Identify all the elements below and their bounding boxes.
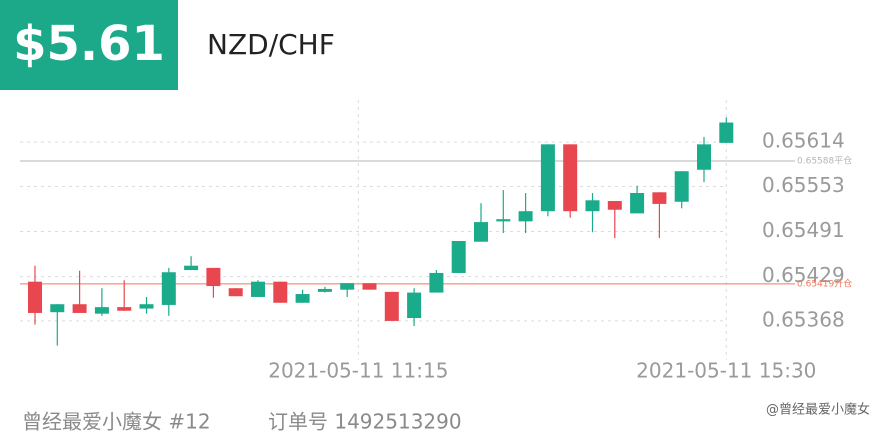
y-tick-label: 0.65368 <box>762 307 845 331</box>
candle-body <box>518 211 533 222</box>
reference-label: 0.65588平仓 <box>797 155 852 167</box>
candle-body <box>161 272 176 305</box>
reference-label: 0.65419开仓 <box>797 277 852 289</box>
watermark: @曾经最爱小魔女 <box>766 402 870 418</box>
order-number: 订单号 1492513290 <box>268 410 462 434</box>
candle-body <box>94 307 109 314</box>
candle-body <box>496 219 511 222</box>
candle-body <box>340 283 355 290</box>
pair: NZD/CHF <box>207 28 335 61</box>
candle-body <box>362 283 377 290</box>
candle-body <box>117 307 132 311</box>
candle-body <box>184 265 199 271</box>
candle-body <box>630 193 645 214</box>
candle-body <box>407 292 422 319</box>
x-tick-label: 2021-05-11 11:15 <box>268 359 448 383</box>
candle-body <box>228 288 243 297</box>
candle-body <box>384 291 399 321</box>
candle-body <box>429 272 444 293</box>
x-tick-label: 2021-05-11 15:30 <box>636 359 816 383</box>
y-tick-label: 0.65553 <box>762 173 845 197</box>
candle-body <box>139 304 154 309</box>
candle-body <box>652 192 667 204</box>
user: 曾经最爱小魔女 #12 <box>22 410 211 434</box>
y-tick-label: 0.65429 <box>762 263 845 287</box>
candle-body <box>50 304 65 313</box>
candle-body <box>273 281 288 303</box>
y-tick-label: 0.65614 <box>762 129 845 153</box>
candle-body <box>72 304 87 313</box>
candle-body <box>697 144 711 170</box>
candle-body <box>719 122 734 143</box>
candle-body <box>295 294 310 303</box>
price-box <box>0 0 178 90</box>
candle-body <box>451 240 466 273</box>
y-tick-label: 0.65491 <box>762 218 845 242</box>
candle-body <box>317 288 332 292</box>
candle-body <box>251 281 265 297</box>
candle-body <box>28 281 42 313</box>
candle-body <box>540 144 555 212</box>
candle-body <box>563 144 578 212</box>
candle-body <box>206 267 221 287</box>
candle-body <box>474 222 488 242</box>
candle-body <box>585 200 600 212</box>
candle-body <box>674 171 689 202</box>
price: $5.61 <box>13 16 165 72</box>
candle-body <box>607 201 622 210</box>
